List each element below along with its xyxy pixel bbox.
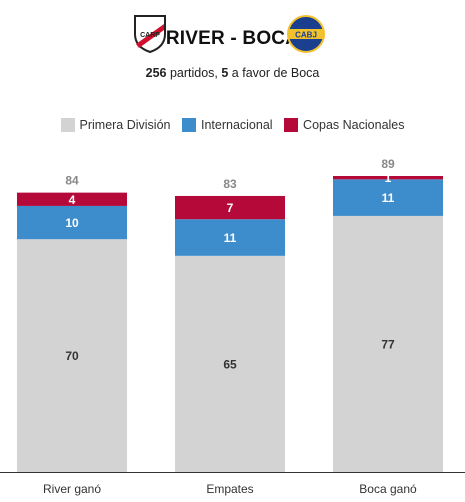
category-label: Boca ganó: [359, 482, 417, 496]
bar-segment-primera: [17, 239, 127, 472]
bar-segment-internacional: [175, 219, 285, 256]
bar-segment-copas: [17, 192, 127, 206]
river-crest-text: CARP: [140, 32, 160, 39]
bar-segment-copas: [175, 195, 285, 220]
legend-label-primera: Primera División: [79, 117, 171, 132]
bar-value-label: 77: [381, 337, 395, 351]
river-plate-crest-icon: CARP: [134, 15, 166, 54]
subtitle-total: 256: [145, 66, 167, 80]
bar-value-label: 11: [382, 191, 395, 205]
category-label: River ganó: [43, 482, 101, 496]
chart-legend: Primera División Internacional Copas Nac…: [0, 117, 465, 132]
bar-value-label: 7: [227, 201, 234, 215]
legend-swatch-internacional: [181, 117, 196, 132]
bar-value-label: 1: [385, 171, 392, 185]
legend-item-primera: Primera División: [60, 117, 171, 132]
chart-subtitle: 256 partidos, 5 a favor de Boca: [0, 66, 465, 80]
bar-value-label: 65: [223, 357, 237, 371]
chart-title: RIVER - BOCA: [165, 28, 300, 49]
legend-item-internacional: Internacional: [181, 117, 273, 132]
bar-segment-internacional: [17, 205, 127, 240]
legend-label-internacional: Internacional: [200, 117, 273, 132]
subtitle-wins: 5: [221, 66, 229, 80]
boca-juniors-crest-icon: CABJ: [287, 15, 325, 53]
subtitle-end: a favor de Boca: [228, 66, 320, 80]
legend-swatch-copas: [284, 117, 299, 132]
bar-total-label: 83: [223, 177, 237, 191]
bar-segment-primera: [333, 215, 443, 473]
bar-value-label: 4: [69, 193, 76, 207]
boca-crest-text: CABJ: [295, 31, 317, 40]
bar-total-label: 84: [65, 174, 79, 188]
bar-total-label: 89: [381, 157, 395, 171]
legend-label-copas: Copas Nacionales: [303, 117, 405, 132]
bar-segment-internacional: [333, 179, 443, 216]
legend-swatch-primera: [60, 117, 75, 132]
legend-item-copas: Copas Nacionales: [284, 117, 405, 132]
chart-header: CARP RIVER - BOCA CABJ 256 partidos, 5 a…: [0, 0, 465, 90]
bar-value-label: 11: [224, 231, 237, 245]
bar-value-label: 70: [65, 349, 79, 363]
bar-value-label: 10: [65, 216, 79, 230]
category-label: Empates: [206, 482, 253, 496]
bar-segment-primera: [175, 255, 285, 472]
bar-segment-copas: [333, 176, 443, 180]
subtitle-mid: partidos,: [166, 66, 222, 80]
